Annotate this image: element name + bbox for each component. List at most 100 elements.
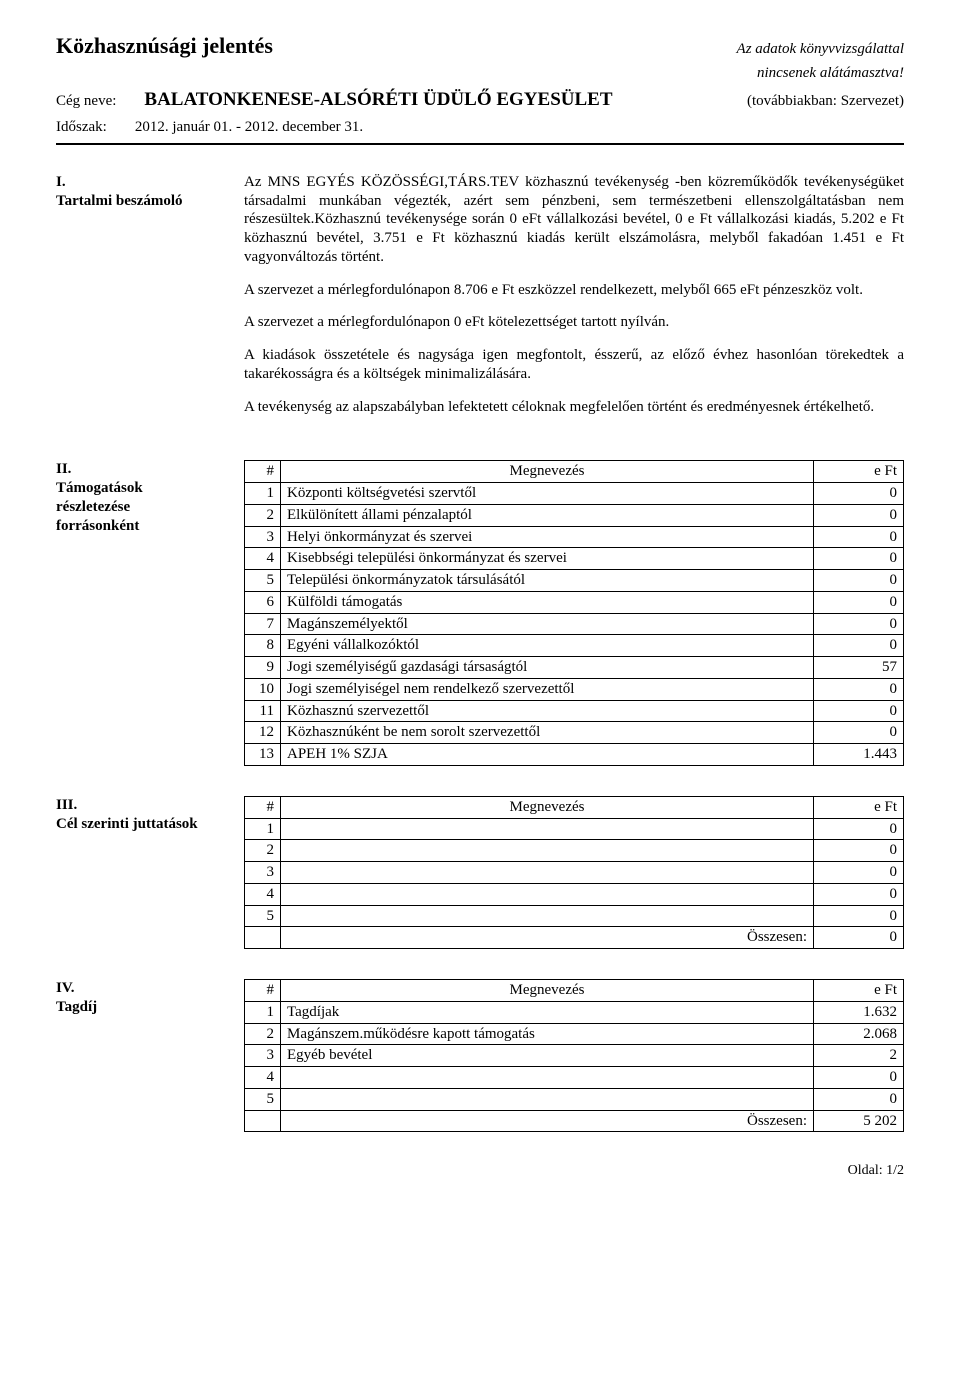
row-value: 0: [814, 504, 904, 526]
company-line: Cég neve: BALATONKENESE-ALSÓRÉTI ÜDÜLŐ E…: [56, 88, 613, 112]
table-row: 30: [245, 862, 904, 884]
row-number: 3: [245, 862, 281, 884]
row-name: [281, 862, 814, 884]
row-value: 0: [814, 526, 904, 548]
section-1-body: Az MNS EGYÉS KÖZÖSSÉGI,TÁRS.TEV közhaszn…: [244, 173, 904, 431]
table-total-row: Összesen:5 202: [245, 1110, 904, 1132]
period-value: 2012. január 01. - 2012. december 31.: [135, 118, 363, 137]
row-number: 10: [245, 678, 281, 700]
hereafter-note: (továbbiakban: Szervezet): [747, 92, 904, 111]
section-content-report: I. Tartalmi beszámoló Az MNS EGYÉS KÖZÖS…: [56, 173, 904, 431]
section-2-number: II.: [56, 460, 82, 479]
row-value: 0: [814, 635, 904, 657]
table-row: 3Helyi önkormányzat és szervei0: [245, 526, 904, 548]
row-name: Elkülönített állami pénzalaptól: [281, 504, 814, 526]
row-value: 0: [814, 700, 904, 722]
row-number: 4: [245, 548, 281, 570]
period-label: Időszak:: [56, 118, 107, 137]
col-header-name: Megnevezés: [281, 796, 814, 818]
row-number: 9: [245, 657, 281, 679]
total-blank: [245, 927, 281, 949]
table-row: 2Magánszem.működésre kapott támogatás2.0…: [245, 1023, 904, 1045]
row-value: 0: [814, 818, 904, 840]
row-name: Kisebbségi települési önkormányzat és sz…: [281, 548, 814, 570]
section-2-heading: II. Támogatások részletezése forrásonkén…: [56, 460, 244, 766]
row-value: 1.443: [814, 744, 904, 766]
row-number: 5: [245, 905, 281, 927]
row-name: Egyéni vállalkozóktól: [281, 635, 814, 657]
row-name: [281, 905, 814, 927]
header-row-title: Közhasznúsági jelentés Az adatok könyvvi…: [56, 32, 904, 60]
row-number: 3: [245, 526, 281, 548]
paragraph: Az MNS EGYÉS KÖZÖSSÉGI,TÁRS.TEV közhaszn…: [244, 173, 904, 267]
report-title: Közhasznúsági jelentés: [56, 32, 273, 60]
row-name: Magánszemélyektől: [281, 613, 814, 635]
row-number: 5: [245, 1088, 281, 1110]
support-table: # Megnevezés e Ft 1Központi költségvetés…: [244, 460, 904, 766]
grants-table: # Megnevezés e Ft 1020304050Összesen:0: [244, 796, 904, 949]
table-row: 10Jogi személyiségel nem rendelkező szer…: [245, 678, 904, 700]
table-row: 1Tagdíjak1.632: [245, 1001, 904, 1023]
row-name: [281, 1067, 814, 1089]
col-header-num: #: [245, 980, 281, 1002]
row-value: 0: [814, 678, 904, 700]
row-number: 13: [245, 744, 281, 766]
table-row: 50: [245, 1088, 904, 1110]
table-row: 10: [245, 818, 904, 840]
table-row: 12Közhasznúként be nem sorolt szervezett…: [245, 722, 904, 744]
col-header-name: Megnevezés: [281, 980, 814, 1002]
row-number: 1: [245, 818, 281, 840]
total-label: Összesen:: [281, 1110, 814, 1132]
section-3-body: # Megnevezés e Ft 1020304050Összesen:0: [244, 796, 904, 949]
table-row: 11Közhasznú szervezettől0: [245, 700, 904, 722]
table-row: 1Központi költségvetési szervtől0: [245, 483, 904, 505]
document-header: Közhasznúsági jelentés Az adatok könyvvi…: [56, 32, 904, 145]
row-name: [281, 883, 814, 905]
table-total-row: Összesen:0: [245, 927, 904, 949]
row-name: Magánszem.működésre kapott támogatás: [281, 1023, 814, 1045]
row-name: Tagdíjak: [281, 1001, 814, 1023]
paragraph: A kiadások összetétele és nagysága igen …: [244, 346, 904, 384]
row-name: Települési önkormányzatok társulásától: [281, 570, 814, 592]
page-footer: Oldal: 1/2: [56, 1162, 904, 1180]
row-name: Jogi személyiségű gazdasági társaságtól: [281, 657, 814, 679]
row-name: Közhasznúként be nem sorolt szervezettől: [281, 722, 814, 744]
section-targeted-grants: III. Cél szerinti juttatások # Megnevezé…: [56, 796, 904, 949]
row-value: 0: [814, 483, 904, 505]
table-header-row: # Megnevezés e Ft: [245, 461, 904, 483]
table-row: 20: [245, 840, 904, 862]
row-value: 0: [814, 613, 904, 635]
row-value: 0: [814, 1088, 904, 1110]
row-number: 11: [245, 700, 281, 722]
company-name: BALATONKENESE-ALSÓRÉTI ÜDÜLŐ EGYESÜLET: [144, 88, 612, 112]
col-header-value: e Ft: [814, 461, 904, 483]
section-1-heading: I. Tartalmi beszámoló: [56, 173, 244, 431]
section-2-body: # Megnevezés e Ft 1Központi költségvetés…: [244, 460, 904, 766]
table-row: 13APEH 1% SZJA1.443: [245, 744, 904, 766]
row-name: [281, 840, 814, 862]
section-support-details: II. Támogatások részletezése forrásonkén…: [56, 460, 904, 766]
section-4-body: # Megnevezés e Ft 1Tagdíjak1.6322Magánsz…: [244, 979, 904, 1132]
row-number: 2: [245, 504, 281, 526]
total-blank: [245, 1110, 281, 1132]
paragraph: A tevékenység az alapszabályban lefektet…: [244, 398, 904, 417]
section-membership-fee: IV. Tagdíj # Megnevezés e Ft 1Tagdíjak1.…: [56, 979, 904, 1132]
row-value: 0: [814, 570, 904, 592]
row-number: 7: [245, 613, 281, 635]
row-value: 0: [814, 883, 904, 905]
col-header-name: Megnevezés: [281, 461, 814, 483]
table-row: 7Magánszemélyektől0: [245, 613, 904, 635]
section-3-heading: III. Cél szerinti juttatások: [56, 796, 244, 949]
row-number: 6: [245, 591, 281, 613]
row-value: 0: [814, 722, 904, 744]
col-header-value: e Ft: [814, 796, 904, 818]
row-name: [281, 1088, 814, 1110]
col-header-num: #: [245, 796, 281, 818]
company-label: Cég neve:: [56, 92, 116, 111]
audit-note-line1: Az adatok könyvvizsgálattal: [737, 40, 904, 59]
col-header-value: e Ft: [814, 980, 904, 1002]
row-name: Külföldi támogatás: [281, 591, 814, 613]
row-number: 1: [245, 1001, 281, 1023]
section-1-title: Tartalmi beszámoló: [56, 192, 206, 211]
row-value: 0: [814, 1067, 904, 1089]
